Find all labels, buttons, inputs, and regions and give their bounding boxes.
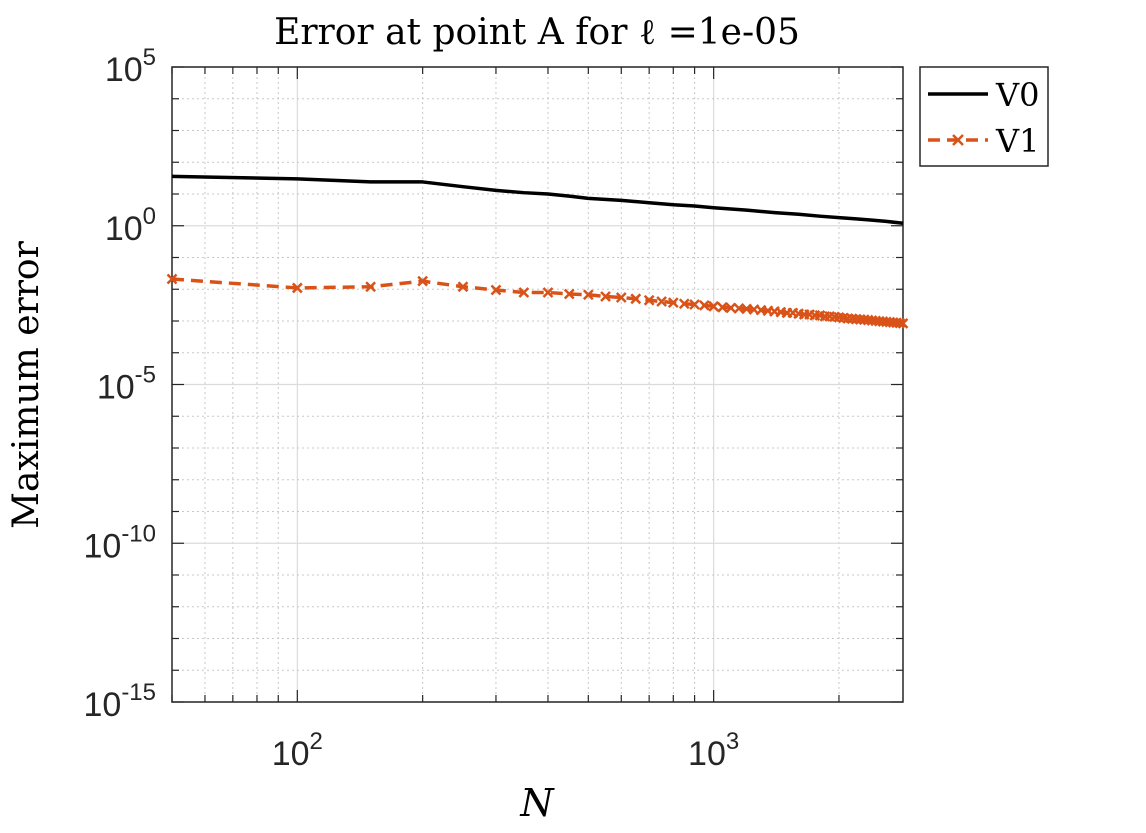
- legend-box: [919, 66, 1049, 167]
- series-v1-marker: [615, 292, 627, 303]
- y-tick-label-exponent: -5: [135, 362, 156, 389]
- series-v0-line: [171, 174, 904, 225]
- y-tick-label-base: 10: [105, 51, 143, 89]
- x-tick-label-base: 10: [688, 735, 726, 773]
- series-v1-marker: [457, 281, 469, 293]
- y-tick-label: 10-10: [83, 520, 156, 565]
- y-tick-label: 10-15: [83, 679, 156, 724]
- series-v1-marker: [582, 289, 594, 301]
- y-axis-label: Maximum error: [6, 240, 47, 528]
- series-v1-marker: [689, 299, 700, 310]
- y-tick-label: 105: [105, 44, 156, 89]
- y-tick-label-base: 10: [83, 527, 121, 565]
- legend-label-v0: V0: [995, 76, 1039, 114]
- series-v1-marker: [717, 301, 728, 313]
- series-v1-marker: [708, 300, 720, 312]
- series-v1-marker: [600, 291, 611, 302]
- series-v1-marker: [897, 318, 909, 329]
- y-tick-label-exponent: -10: [121, 520, 156, 547]
- y-tick-label-base: 10: [105, 210, 143, 248]
- legend-marker-v1: [952, 134, 964, 146]
- series-v1-marker: [563, 288, 575, 300]
- legend: V0 V1: [919, 66, 1049, 167]
- series-v1-line: [171, 277, 904, 326]
- series-v1-marker: [667, 297, 679, 308]
- x-axis-label: N: [519, 781, 555, 825]
- y-tick-label: 100: [105, 203, 156, 248]
- y-tick-label: 10-5: [97, 362, 156, 407]
- y-tick-label-exponent: 0: [143, 203, 156, 230]
- x-tick-label-exponent: 2: [310, 728, 323, 755]
- series-v1-marker: [643, 294, 655, 306]
- x-tick-label: 102: [272, 728, 323, 773]
- series-v1-marker: [166, 273, 178, 285]
- series-v1-marker: [417, 275, 429, 287]
- series-v1-marker: [490, 284, 502, 296]
- legend-label-v1: V1: [995, 122, 1039, 160]
- x-tick-label: 103: [688, 728, 739, 773]
- series-v1-marker: [518, 287, 530, 298]
- chart-title: Error at point A for ℓ =1e-05: [274, 12, 800, 53]
- grid-layer: [171, 66, 903, 703]
- x-tick-label-exponent: 3: [726, 728, 739, 755]
- series-v1-marker: [365, 281, 377, 293]
- series-v1-marker: [698, 300, 710, 311]
- series-v1-marker: [630, 293, 642, 305]
- series-v1-marker: [894, 317, 906, 329]
- series-layer: [166, 174, 909, 329]
- series-v1-marker: [542, 287, 554, 298]
- y-tick-label-exponent: -15: [121, 679, 156, 706]
- series-v1-marker: [291, 282, 303, 294]
- y-tick-label-base: 10: [83, 686, 121, 724]
- series-v1-marker: [656, 296, 668, 307]
- y-tick-label-base: 10: [97, 369, 135, 407]
- x-tick-label-base: 10: [272, 735, 310, 773]
- series-v1-marker: [678, 298, 690, 310]
- y-tick-label-exponent: 5: [143, 44, 156, 71]
